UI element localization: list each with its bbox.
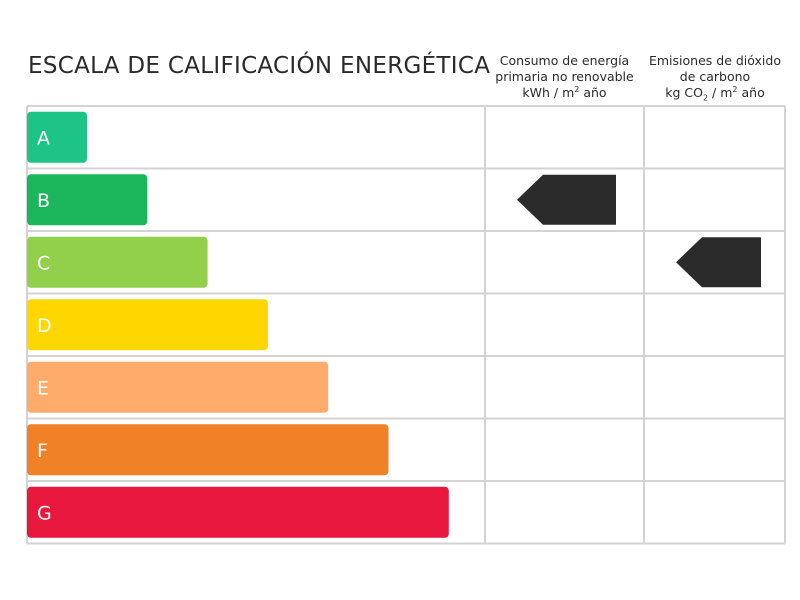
rating-letter-e: E xyxy=(37,377,49,399)
consumo-header-line2: primaria no renovable xyxy=(495,69,634,84)
rating-letter-g: G xyxy=(37,502,52,524)
rating-letter-c: C xyxy=(37,252,50,274)
rating-bar-b xyxy=(27,174,148,226)
rating-bar-d xyxy=(27,299,268,351)
rating-bar-c xyxy=(27,236,208,288)
rating-bars: A B C D E F G xyxy=(27,111,449,538)
consumo-header-unit: kWh / m2 año xyxy=(522,84,607,100)
consumo-rating-indicator xyxy=(517,174,616,225)
emisiones-header-line1: Emisiones de dióxido xyxy=(648,53,781,68)
rating-letter-d: D xyxy=(37,315,52,337)
emisiones-header-line2: de carbono xyxy=(679,69,751,84)
rating-bar-e xyxy=(27,361,329,413)
consumo-column-header: Consumo de energía primaria no renovable… xyxy=(486,53,643,101)
consumo-header-line1: Consumo de energía xyxy=(499,53,630,68)
emisiones-header-unit: kg CO2 / m2 año xyxy=(665,84,765,103)
rating-letter-b: B xyxy=(37,190,50,212)
rating-bar-f xyxy=(27,424,389,476)
rating-indicators xyxy=(517,174,761,288)
page-title: ESCALA DE CALIFICACIÓN ENERGÉTICA xyxy=(28,53,491,79)
emisiones-rating-indicator xyxy=(676,237,761,288)
rating-letter-a: A xyxy=(37,127,50,149)
rating-bar-a xyxy=(27,111,87,163)
emisiones-column-header: Emisiones de dióxido de carbono kg CO2 /… xyxy=(645,53,785,103)
rating-bar-g xyxy=(27,486,449,538)
table-grid xyxy=(26,105,786,545)
rating-letter-f: F xyxy=(37,440,48,462)
